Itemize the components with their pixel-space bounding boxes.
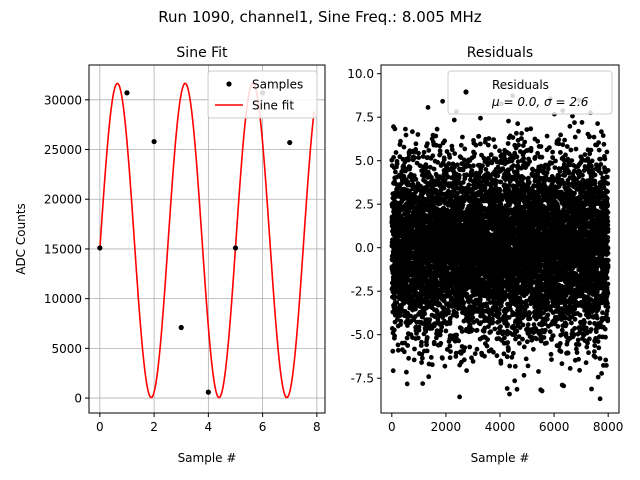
sample-point [232, 245, 239, 251]
sine-fit-y-tick-label: 0 [74, 392, 82, 406]
residuals-title: Residuals [467, 45, 533, 61]
residuals-y-tick-label: 10.0 [347, 67, 374, 81]
residual-scatter-points [389, 93, 611, 402]
residuals-x-tick-label: 0 [388, 420, 396, 434]
legend-samples-marker [226, 81, 232, 87]
residuals-y-tick-label: 2.5 [355, 198, 374, 212]
sample-point [287, 139, 293, 146]
sine-fit-y-tick-label: 10000 [44, 292, 82, 306]
sine-fit-x-ticks: 0 2 4 6 8 [96, 413, 321, 434]
legend-residuals-stats: μ = 0.0, σ = 2.6 [491, 95, 589, 109]
residuals-y-ticks: -7.5 -5.0 -2.5 0.0 2.5 5.0 7.5 10.0 [347, 67, 381, 386]
sine-fit-panel: Sine Fit 0 2 4 6 8 0 5000 10000 15000 20000 25000… [14, 45, 326, 465]
sine-fit-y-tick-label: 5000 [51, 342, 82, 356]
sine-fit-y-tick-label: 25000 [44, 143, 82, 157]
residuals-x-tick-label: 8000 [593, 420, 624, 434]
sample-point [151, 138, 157, 145]
residuals-y-tick-label: -7.5 [351, 372, 374, 386]
sample-point [97, 245, 103, 251]
sine-fit-y-label: ADC Counts [14, 203, 28, 275]
sample-point [124, 90, 130, 96]
legend-residuals-marker [463, 89, 469, 95]
sample-point [178, 324, 184, 331]
sine-fit-y-tick-label: 20000 [44, 193, 82, 207]
sine-fit-title: Sine Fit [176, 45, 228, 61]
legend-sine-fit-label: Sine fit [252, 99, 294, 113]
sine-fit-legend: Samples Sine fit [207, 70, 318, 119]
legend-samples-label: Samples [252, 78, 303, 92]
sine-fit-plot-area [97, 82, 315, 399]
sine-fit-x-tick-label: 4 [205, 420, 213, 434]
residuals-legend: Residuals μ = 0.0, σ = 2.6 [447, 70, 613, 115]
sine-fit-y-tick-label: 15000 [44, 242, 82, 256]
sine-fit-axes-frame [88, 64, 326, 414]
sine-fit-legend-box [207, 70, 318, 119]
residuals-y-tick-label: 5.0 [355, 154, 374, 168]
residuals-x-tick-label: 4000 [485, 420, 516, 434]
residuals-x-ticks: 0 2000 4000 6000 8000 [388, 413, 623, 434]
sine-fit-x-label: Sample # [178, 451, 237, 465]
residuals-x-tick-label: 2000 [431, 420, 462, 434]
residuals-y-tick-label: 0.0 [355, 241, 374, 255]
residuals-plot-area [389, 93, 611, 402]
figure-suptitle: Run 1090, channel1, Sine Freq.: 8.005 MH… [158, 8, 482, 26]
residuals-y-tick-label: -5.0 [351, 328, 374, 342]
residuals-y-tick-label: 7.5 [355, 111, 374, 125]
residuals-x-tick-label: 6000 [539, 420, 570, 434]
sine-fit-x-tick-label: 8 [313, 420, 321, 434]
legend-residuals-label: Residuals [492, 78, 549, 92]
sine-fit-y-tick-label: 30000 [44, 93, 82, 107]
sample-point [205, 389, 211, 395]
sine-fit-curve [99, 82, 315, 399]
residuals-panel: Residuals 0 2000 4000 6000 8000 -7.5 -5.0 -2.5… [347, 45, 623, 465]
sine-fit-x-tick-label: 2 [150, 420, 158, 434]
sine-fit-x-tick-label: 6 [259, 420, 267, 434]
residuals-y-tick-label: -2.5 [351, 285, 374, 299]
residuals-x-label: Sample # [471, 451, 530, 465]
sine-fit-y-ticks: 0 5000 10000 15000 20000 25000 30000 [44, 93, 89, 406]
residuals-legend-box [447, 70, 613, 115]
sine-fit-x-tick-label: 0 [96, 420, 104, 434]
